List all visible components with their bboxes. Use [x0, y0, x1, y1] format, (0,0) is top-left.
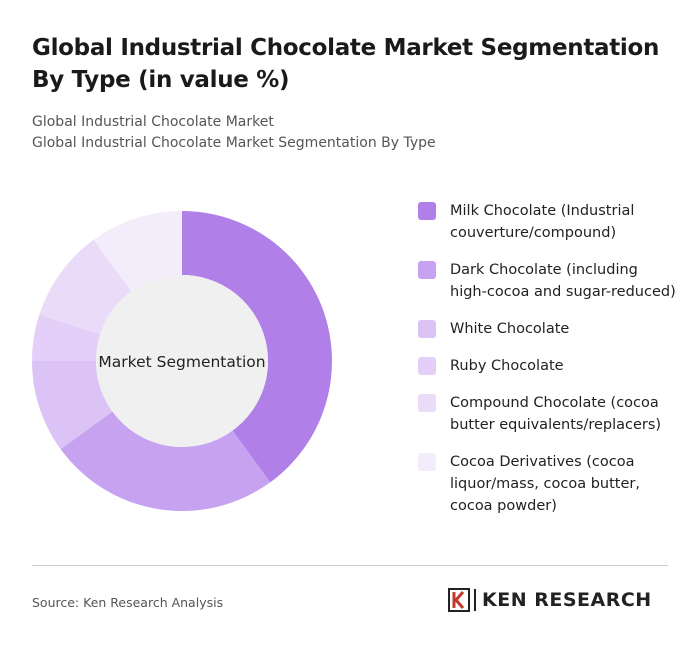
legend-label: Cocoa Derivatives (cocoa liquor/mass, co… [450, 454, 640, 514]
donut-segment [93, 211, 182, 292]
donut-segment [39, 239, 132, 335]
legend-item: Milk Chocolate (Industrial couverture/co… [418, 200, 678, 244]
subtitle: Global Industrial Chocolate Market Segme… [32, 135, 436, 151]
legend-label: White Chocolate [450, 321, 570, 337]
legend-item: Compound Chocolate (cocoa butter equival… [418, 392, 678, 436]
subtitle: Global Industrial Chocolate Market [32, 114, 274, 130]
donut-segment [32, 361, 113, 450]
source: Source: Ken Research Analysis [32, 595, 224, 610]
legend-swatch [418, 320, 436, 338]
legend: Milk Chocolate (Industrial couverture/co… [418, 200, 678, 532]
brand-icon [448, 588, 470, 612]
donut-segment [60, 411, 271, 511]
legend-swatch [418, 261, 436, 279]
title: Global Industrial Chocolate Market Segme… [32, 35, 660, 93]
legend-label: Milk Chocolate (Industrial couverture/co… [450, 203, 635, 241]
legend-item: White Chocolate [418, 318, 678, 340]
legend-label: Dark Chocolate (including high-cocoa and… [450, 262, 676, 300]
center-label: Market Segmentation [98, 353, 265, 371]
legend-swatch [418, 394, 436, 412]
legend-swatch [418, 357, 436, 375]
brand-logo: KEN RESEARCH [448, 588, 652, 612]
legend-label: Ruby Chocolate [450, 358, 564, 374]
brand-sep [474, 589, 476, 611]
donut-chart: Market Segmentation [32, 211, 332, 511]
donut-segment [182, 211, 332, 483]
donut-hole [96, 275, 268, 447]
divider [32, 565, 668, 566]
legend-swatch [418, 453, 436, 471]
brand-text: KEN RESEARCH [482, 589, 652, 611]
legend-label: Compound Chocolate (cocoa butter equival… [450, 395, 662, 433]
legend-swatch [418, 202, 436, 220]
donut-segment [32, 314, 101, 361]
legend-item: Cocoa Derivatives (cocoa liquor/mass, co… [418, 451, 678, 517]
legend-item: Ruby Chocolate [418, 355, 678, 377]
legend-item: Dark Chocolate (including high-cocoa and… [418, 259, 678, 303]
